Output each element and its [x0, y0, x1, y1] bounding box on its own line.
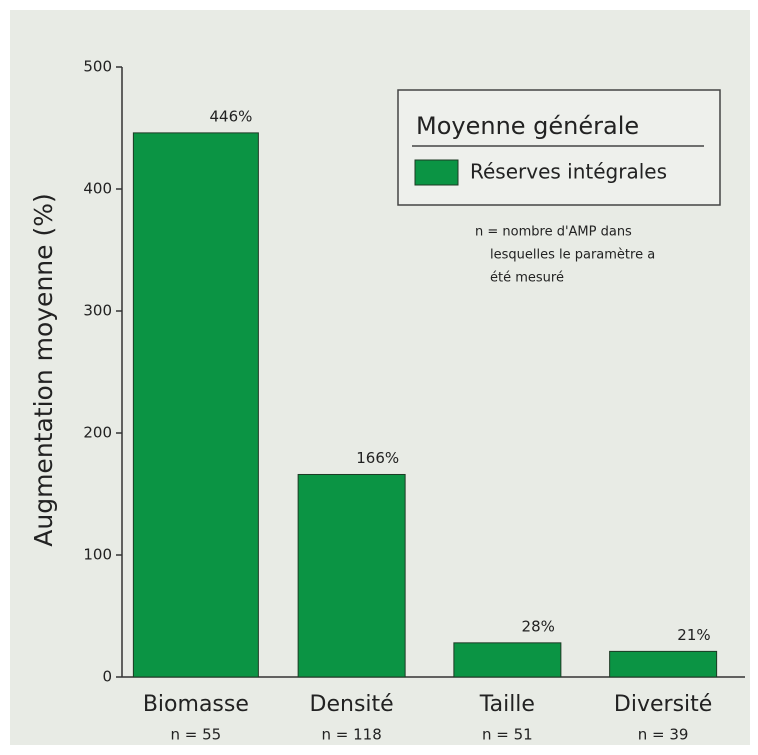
annotation: n = nombre d'AMP dans [475, 225, 632, 240]
y-tick-label: 0 [102, 668, 112, 686]
category-note: n = 39 [638, 726, 689, 744]
y-tick-label: 400 [83, 180, 112, 198]
value-label: 446% [209, 107, 252, 125]
category-note: n = 55 [171, 726, 222, 744]
y-tick-label: 300 [83, 302, 112, 320]
y-axis-label: Augmentation moyenne (%) [29, 193, 58, 546]
x-tick-label: Diversité [614, 692, 712, 717]
legend-label: Réserves intégrales [470, 160, 667, 184]
x-tick-label: Biomasse [143, 692, 249, 717]
value-label: 21% [677, 626, 710, 644]
annotation: lesquelles le paramètre a [490, 248, 655, 263]
x-tick-label: Densité [310, 692, 394, 717]
annotation: été mesuré [490, 271, 564, 286]
legend-title: Moyenne générale [416, 112, 639, 140]
y-tick-label: 100 [83, 546, 112, 564]
legend-box [397, 89, 721, 206]
category-note: n = 51 [482, 726, 533, 744]
value-label: 166% [356, 449, 399, 467]
bar [453, 642, 562, 678]
category-note: n = 118 [322, 726, 382, 744]
legend-swatch [414, 159, 459, 186]
bar [132, 132, 259, 678]
bar [609, 650, 718, 678]
y-tick-label: 500 [83, 58, 112, 76]
value-label: 28% [522, 617, 555, 635]
y-tick-label: 200 [83, 424, 112, 442]
x-tick-label: Taille [479, 692, 535, 717]
bar [297, 473, 406, 678]
